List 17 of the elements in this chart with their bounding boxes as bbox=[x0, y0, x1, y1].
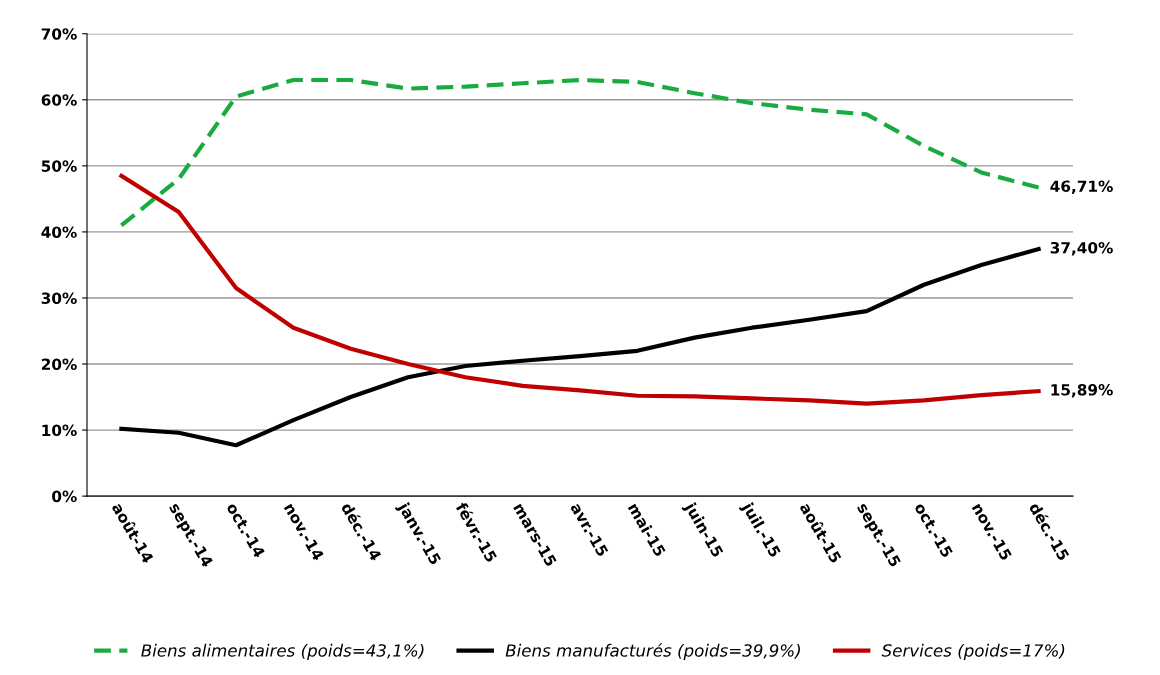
y-tick-label: 30% bbox=[41, 292, 77, 304]
y-tick-label: 20% bbox=[41, 358, 77, 371]
y-tick-label: 0% bbox=[52, 490, 77, 503]
legend-label: Services (poids=17%) bbox=[881, 643, 1065, 660]
line-series bbox=[119, 77, 1041, 228]
legend-label: Biens alimentaires (poids=43,1%) bbox=[141, 643, 424, 660]
y-tick-label: 50% bbox=[41, 160, 77, 172]
data-label: 37,40% bbox=[1050, 241, 1113, 256]
line-series bbox=[119, 173, 1041, 406]
data-label: 15,89% bbox=[1051, 384, 1113, 398]
legend-label: Biens manufacturés (poids=39,9%) bbox=[505, 643, 800, 660]
y-tick-label: 10% bbox=[42, 424, 77, 437]
y-tick-label: 40% bbox=[41, 226, 77, 238]
line-series bbox=[119, 246, 1041, 448]
data-label: 46,71% bbox=[1050, 180, 1113, 194]
y-tick-label: 60% bbox=[41, 94, 77, 106]
y-tick-label: 70% bbox=[41, 28, 77, 40]
